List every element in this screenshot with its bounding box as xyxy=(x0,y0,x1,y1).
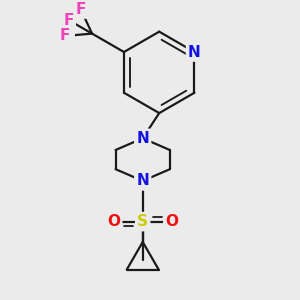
Text: N: N xyxy=(136,131,149,146)
Text: N: N xyxy=(136,173,149,188)
Text: F: F xyxy=(60,28,70,44)
Text: S: S xyxy=(137,214,148,229)
Text: N: N xyxy=(188,44,201,59)
Text: O: O xyxy=(107,214,120,229)
Text: O: O xyxy=(165,214,178,229)
Text: F: F xyxy=(75,2,86,16)
Text: F: F xyxy=(63,13,74,28)
